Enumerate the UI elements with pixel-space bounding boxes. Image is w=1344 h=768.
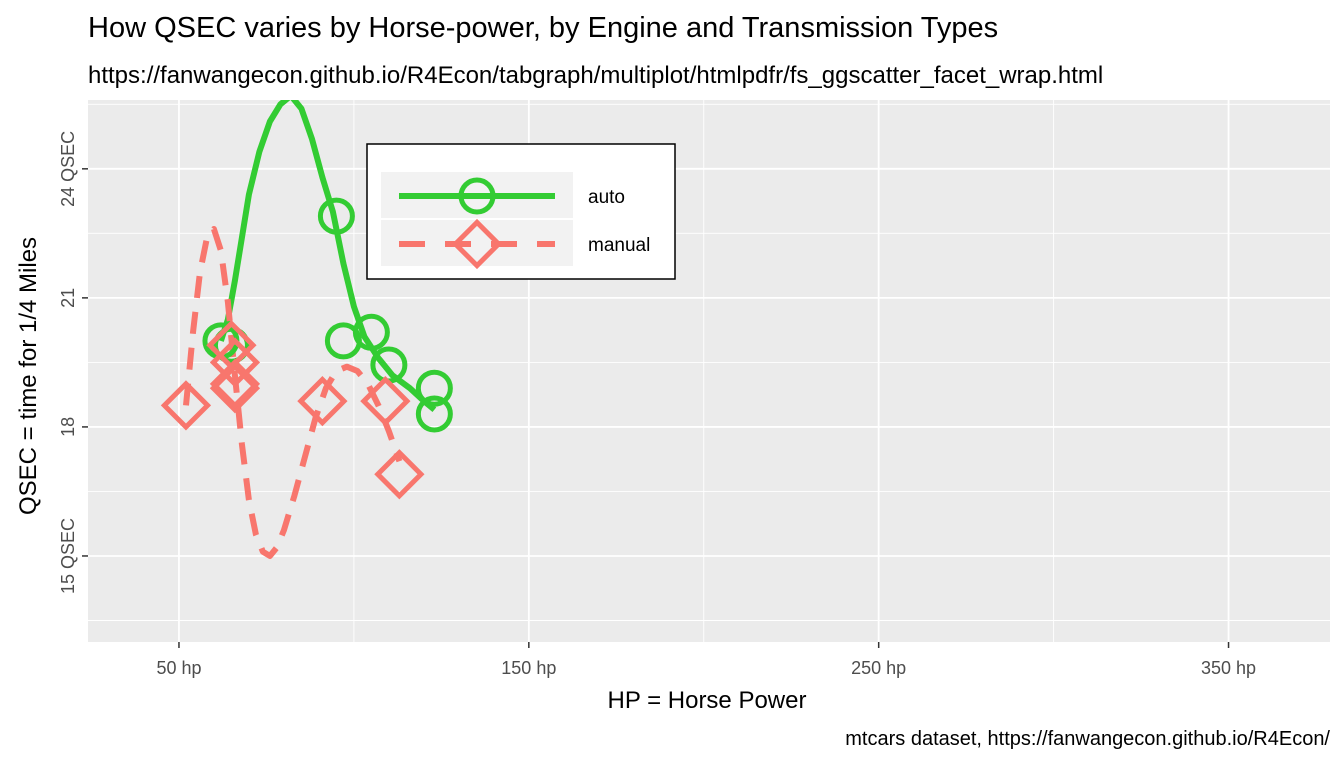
x-tick-label: 50 hp: [156, 658, 201, 678]
x-tick-label: 350 hp: [1201, 658, 1256, 678]
legend: auto manual: [366, 143, 676, 280]
auto-point: [352, 313, 390, 351]
legend-manual-diamond-icon: [451, 218, 503, 270]
x-tick-label: 150 hp: [501, 658, 556, 678]
y-tick-label: 15 QSEC: [58, 518, 78, 594]
manual-smooth-line: [183, 226, 403, 559]
data-markers: [160, 197, 453, 500]
y-tick-label: 24 QSEC: [58, 131, 78, 207]
auto-point: [415, 395, 453, 433]
auto-point: [317, 197, 355, 235]
legend-auto-circle-icon: [458, 177, 496, 215]
legend-manual-label: manual: [588, 235, 650, 256]
manual-point: [209, 337, 261, 388]
manual-point: [209, 363, 261, 414]
y-tick-label: 18: [58, 417, 78, 437]
chart-caption: mtcars dataset, https://fanwangecon.gith…: [845, 728, 1330, 750]
auto-smooth-line: [218, 100, 437, 413]
x-tick-label: 250 hp: [851, 658, 906, 678]
x-axis-title: HP = Horse Power: [608, 687, 807, 714]
smooth-lines: [183, 100, 437, 559]
legend-auto-label: auto: [588, 187, 625, 208]
y-tick-label: 21: [58, 288, 78, 308]
manual-point: [160, 380, 212, 431]
manual-point: [374, 449, 425, 500]
chart-subtitle: https://fanwangecon.github.io/R4Econ/tab…: [88, 62, 1104, 89]
auto-point: [212, 326, 250, 364]
manual-point: [360, 375, 411, 427]
manual-point: [297, 375, 348, 427]
axes: 50 hp 150 hp 250 hp 350 hp 15 QSEC 18 21 24 QSE…: [58, 131, 1256, 678]
y-axis-title: QSEC = time for 1/4 Miles: [15, 237, 42, 515]
auto-point: [415, 369, 453, 407]
chart-title: How QSEC varies by Horse-power, by Engin…: [88, 12, 999, 44]
plot-panel: [88, 100, 1330, 642]
manual-point: [209, 358, 261, 410]
